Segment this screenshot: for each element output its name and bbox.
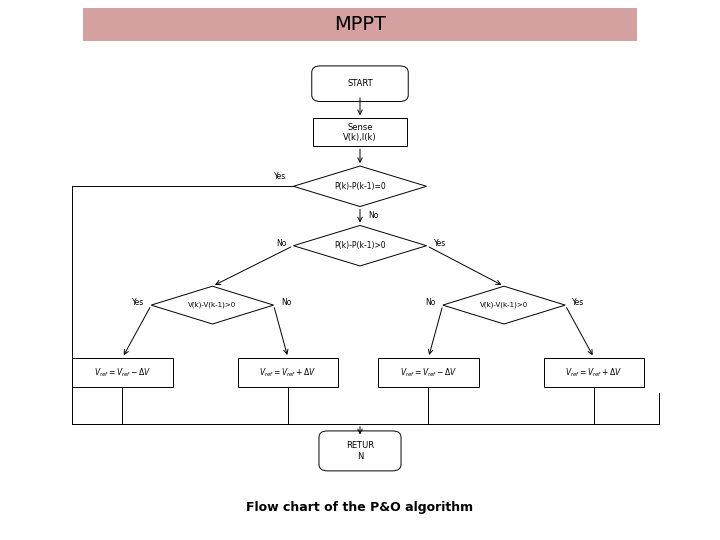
Polygon shape (294, 166, 426, 206)
Bar (378, 358, 479, 388)
Text: Flow chart of the P&O algorithm: Flow chart of the P&O algorithm (246, 501, 474, 514)
FancyBboxPatch shape (319, 431, 401, 471)
Text: $V_{ref}=V_{ref}-\Delta V$: $V_{ref}=V_{ref}-\Delta V$ (94, 366, 151, 379)
FancyBboxPatch shape (83, 8, 637, 40)
Text: RETUR
N: RETUR N (346, 441, 374, 461)
Text: START: START (347, 79, 373, 88)
Bar (238, 358, 338, 388)
Text: No: No (281, 298, 291, 307)
Bar (544, 358, 644, 388)
Polygon shape (294, 226, 426, 266)
Text: Sense
V(k),I(k): Sense V(k),I(k) (343, 123, 377, 142)
Text: V(k)-V(k-1)>0: V(k)-V(k-1)>0 (480, 302, 528, 308)
Polygon shape (443, 286, 565, 324)
Text: V(k)-V(k-1)>0: V(k)-V(k-1)>0 (188, 302, 237, 308)
Bar (72, 358, 173, 388)
Text: P(k)-P(k-1)>0: P(k)-P(k-1)>0 (334, 241, 386, 250)
Text: Yes: Yes (433, 239, 446, 247)
Text: $V_{ref}=V_{ref}+\Delta V$: $V_{ref}=V_{ref}+\Delta V$ (565, 366, 623, 379)
Text: Yes: Yes (132, 298, 144, 307)
FancyBboxPatch shape (312, 66, 408, 102)
Text: $V_{ref}=V_{ref}-\Delta V$: $V_{ref}=V_{ref}-\Delta V$ (400, 366, 457, 379)
Text: No: No (426, 298, 436, 307)
Text: Yes: Yes (572, 298, 585, 307)
Text: P(k)-P(k-1)=0: P(k)-P(k-1)=0 (334, 182, 386, 191)
Text: MPPT: MPPT (334, 15, 386, 34)
Text: Yes: Yes (274, 172, 287, 181)
Polygon shape (151, 286, 274, 324)
Text: $V_{ref}=V_{ref}+\Delta V$: $V_{ref}=V_{ref}+\Delta V$ (259, 366, 317, 379)
Text: No: No (369, 212, 379, 220)
Text: No: No (276, 239, 287, 247)
Bar (313, 118, 407, 146)
